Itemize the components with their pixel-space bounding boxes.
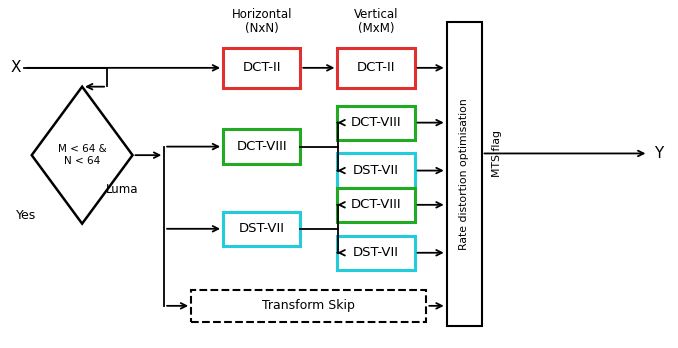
Text: DST-VII: DST-VII xyxy=(239,222,285,235)
FancyBboxPatch shape xyxy=(338,48,415,88)
Text: DCT-II: DCT-II xyxy=(357,61,395,74)
Text: (NxN): (NxN) xyxy=(245,22,279,35)
FancyBboxPatch shape xyxy=(223,129,300,164)
Text: M < 64 &
N < 64: M < 64 & N < 64 xyxy=(58,144,106,166)
FancyBboxPatch shape xyxy=(447,22,481,326)
Text: DCT-VIII: DCT-VIII xyxy=(351,116,401,129)
Text: Luma: Luma xyxy=(106,183,139,196)
Polygon shape xyxy=(32,87,133,224)
Text: DCT-VIII: DCT-VIII xyxy=(237,140,287,153)
FancyBboxPatch shape xyxy=(223,212,300,246)
Text: DST-VII: DST-VII xyxy=(353,246,399,259)
Text: Yes: Yes xyxy=(16,208,37,222)
FancyBboxPatch shape xyxy=(338,105,415,140)
Text: DST-VII: DST-VII xyxy=(353,164,399,177)
Text: DCT-VIII: DCT-VIII xyxy=(351,198,401,211)
FancyBboxPatch shape xyxy=(338,188,415,222)
FancyBboxPatch shape xyxy=(223,48,300,88)
Text: (MxM): (MxM) xyxy=(358,22,394,35)
Text: Rate distortion optimisation: Rate distortion optimisation xyxy=(459,98,469,250)
Text: X: X xyxy=(11,60,22,76)
Text: Y: Y xyxy=(654,146,663,161)
Text: Horizontal: Horizontal xyxy=(231,8,292,21)
Text: DCT-II: DCT-II xyxy=(243,61,281,74)
Text: MTS flag: MTS flag xyxy=(492,130,502,177)
FancyBboxPatch shape xyxy=(338,153,415,188)
FancyBboxPatch shape xyxy=(191,290,426,322)
FancyBboxPatch shape xyxy=(338,236,415,270)
Text: Vertical: Vertical xyxy=(354,8,398,21)
Text: Transform Skip: Transform Skip xyxy=(262,299,355,313)
